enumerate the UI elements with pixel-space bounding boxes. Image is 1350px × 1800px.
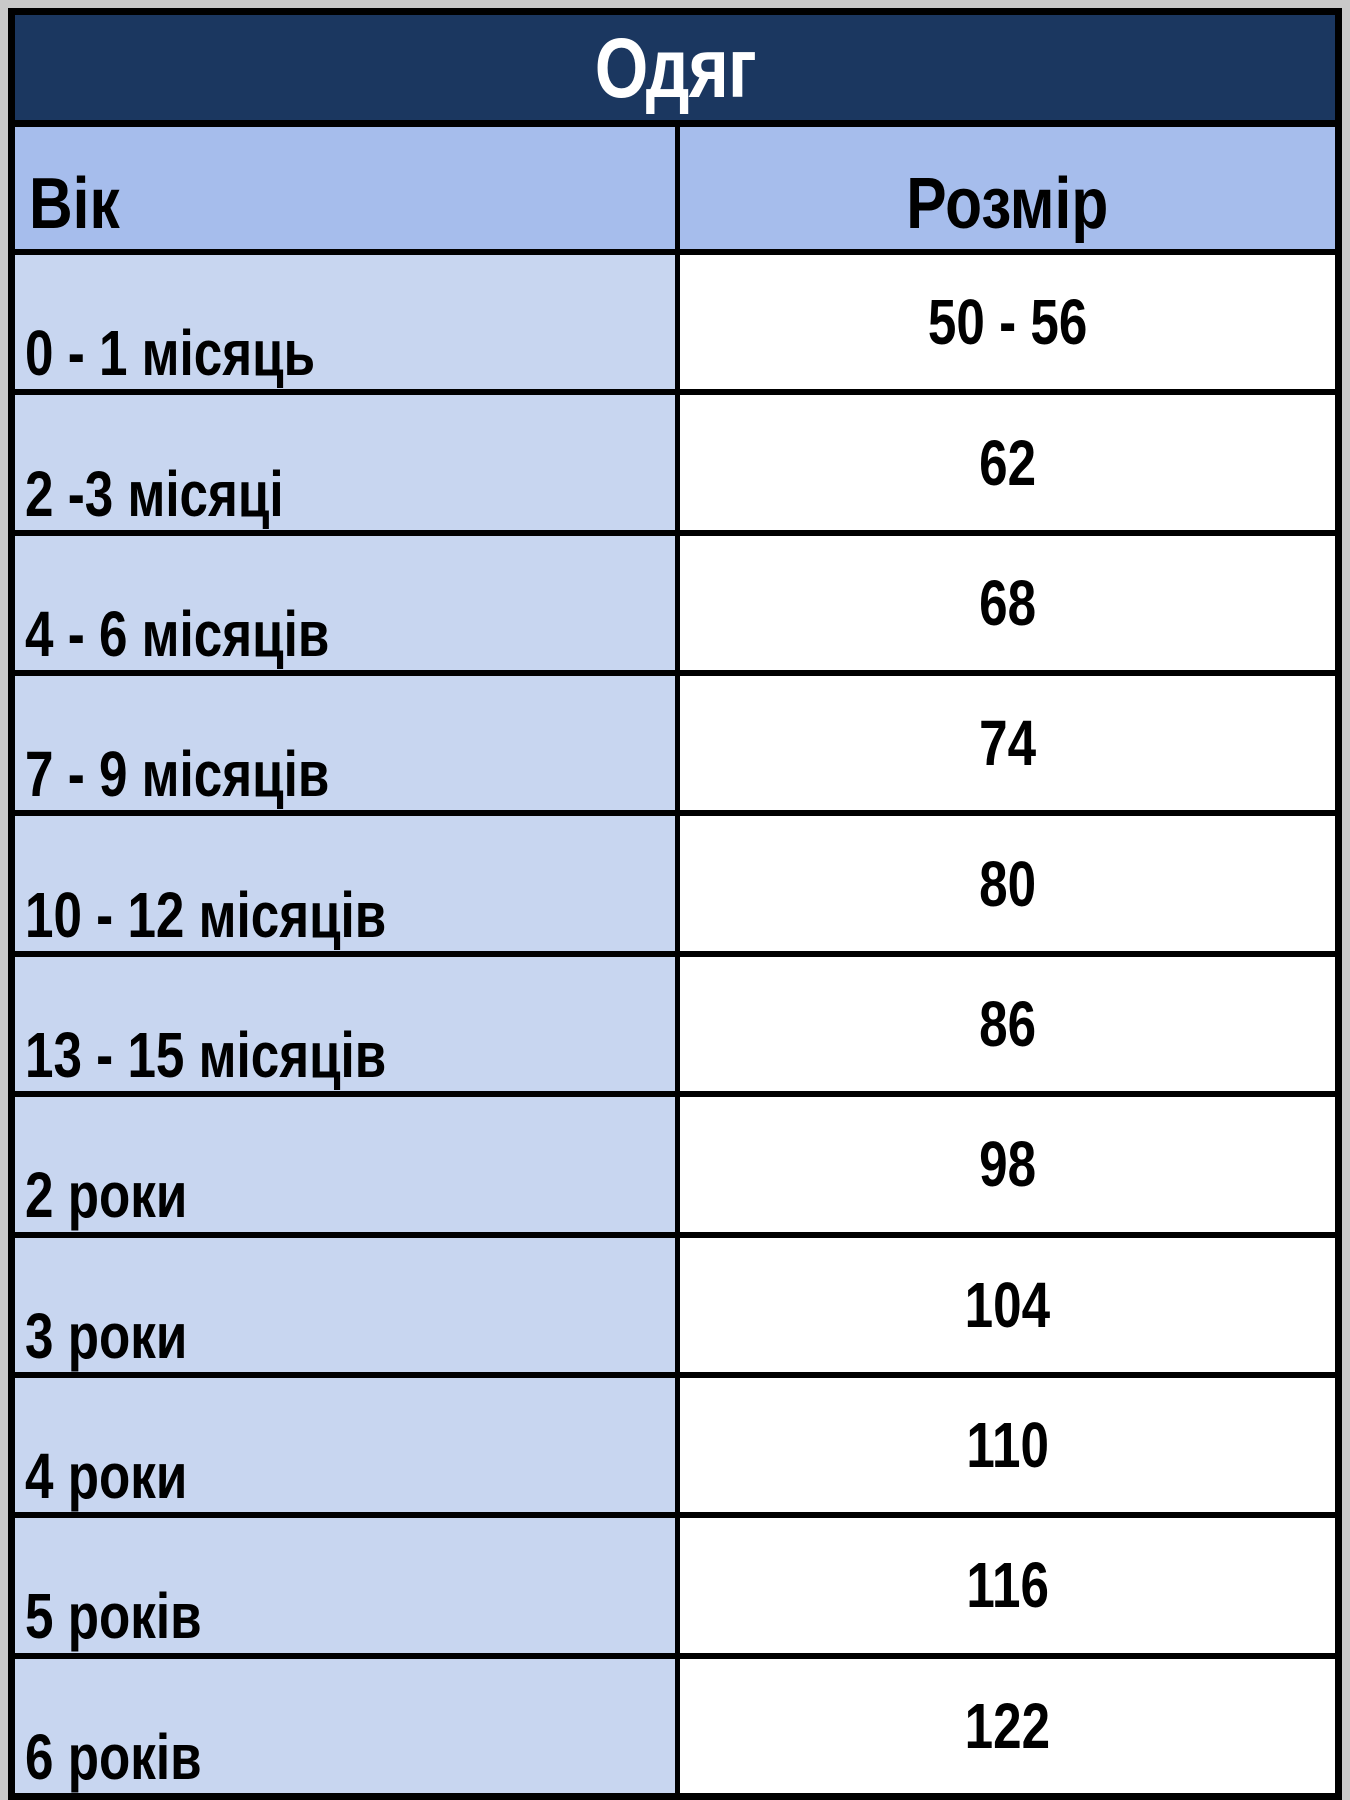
table-body: 0 - 1 місяць 50 - 56 2 -3 місяці 62 4 - … <box>15 255 1335 1800</box>
table-header-row: Вік Розмір <box>15 127 1335 255</box>
table-row: 2 роки 98 <box>15 1097 1335 1238</box>
cell-age-label: 4 роки <box>25 1440 188 1513</box>
cell-size-label: 98 <box>979 1128 1036 1201</box>
cell-size: 86 <box>680 956 1335 1092</box>
table-row: 2 -3 місяці 62 <box>15 395 1335 536</box>
cell-size: 50 - 56 <box>680 255 1335 390</box>
cell-size: 104 <box>680 1237 1335 1372</box>
column-header-age: Вік <box>15 127 680 249</box>
cell-age-label: 10 - 12 місяців <box>25 878 387 951</box>
cell-size: 74 <box>680 676 1335 811</box>
cell-size: 80 <box>680 816 1335 951</box>
cell-age: 4 - 6 місяців <box>15 535 680 671</box>
cell-age: 5 років <box>15 1518 680 1653</box>
table-title: Одяг <box>594 20 756 115</box>
cell-age: 6 років <box>15 1658 680 1793</box>
cell-size-label: 68 <box>979 566 1036 639</box>
table-row: 5 років 116 <box>15 1518 1335 1659</box>
table-row: 10 - 12 місяців 80 <box>15 816 1335 957</box>
cell-size: 116 <box>680 1518 1335 1653</box>
cell-age: 4 роки <box>15 1377 680 1513</box>
cell-age-label: 6 років <box>25 1720 202 1793</box>
cell-size-label: 62 <box>979 426 1036 499</box>
cell-size-label: 86 <box>979 987 1036 1060</box>
clothing-size-table: Одяг Вік Розмір 0 - 1 місяць 50 - 56 <box>8 8 1342 1800</box>
cell-age: 2 -3 місяці <box>15 395 680 530</box>
table-row: 3 роки 104 <box>15 1237 1335 1378</box>
cell-size-label: 110 <box>966 1409 1049 1482</box>
cell-size: 62 <box>680 395 1335 530</box>
cell-size-label: 74 <box>979 707 1036 780</box>
column-header-size-label: Розмір <box>906 163 1109 244</box>
cell-size-label: 50 - 56 <box>927 286 1088 359</box>
cell-size-label: 80 <box>979 847 1036 920</box>
cell-age: 2 роки <box>15 1097 680 1232</box>
cell-age: 0 - 1 місяць <box>15 255 680 390</box>
table-row: 6 років 122 <box>15 1658 1335 1800</box>
cell-age-label: 0 - 1 місяць <box>25 317 316 390</box>
cell-age: 7 - 9 місяців <box>15 676 680 811</box>
cell-size-label: 104 <box>964 1268 1051 1341</box>
table-row: 0 - 1 місяць 50 - 56 <box>15 255 1335 396</box>
column-header-age-label: Вік <box>29 163 120 244</box>
table-row: 7 - 9 місяців 74 <box>15 676 1335 817</box>
cell-age: 13 - 15 місяців <box>15 956 680 1092</box>
table-row: 13 - 15 місяців 86 <box>15 956 1335 1098</box>
table-row: 4 роки 110 <box>15 1377 1335 1519</box>
cell-age-label: 2 роки <box>25 1159 188 1232</box>
cell-age: 3 роки <box>15 1237 680 1372</box>
cell-age: 10 - 12 місяців <box>15 816 680 951</box>
cell-age-label: 2 -3 місяці <box>25 457 284 530</box>
cell-age-label: 3 роки <box>25 1299 188 1372</box>
cell-size-label: 116 <box>966 1549 1049 1622</box>
cell-size: 98 <box>680 1097 1335 1232</box>
cell-size-label: 122 <box>964 1689 1051 1762</box>
cell-size: 110 <box>680 1377 1335 1513</box>
cell-age-label: 13 - 15 місяців <box>25 1019 387 1091</box>
cell-age-label: 5 років <box>25 1580 202 1653</box>
table-row: 4 - 6 місяців 68 <box>15 535 1335 677</box>
cell-size: 122 <box>680 1658 1335 1793</box>
column-header-size: Розмір <box>680 127 1335 249</box>
table-title-band: Одяг <box>15 15 1335 127</box>
cell-size: 68 <box>680 535 1335 671</box>
cell-age-label: 4 - 6 місяців <box>25 597 330 670</box>
cell-age-label: 7 - 9 місяців <box>25 738 330 811</box>
